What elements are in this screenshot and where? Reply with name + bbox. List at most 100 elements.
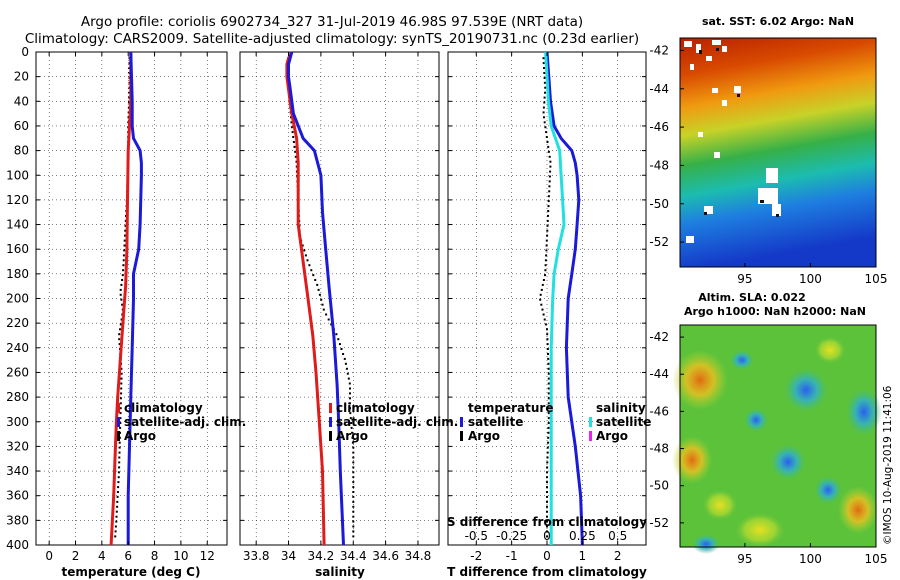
depth-tick-label: 300: [6, 415, 29, 429]
temperature-argo-point: [120, 392, 123, 395]
salinity-axis-ticks: 33.8 34 34.2 34.4 34.6 34.8: [240, 51, 439, 563]
legend-temp-argo-label: Argo: [468, 429, 500, 443]
salinity-argo-point: [352, 500, 355, 503]
temperature-argo-point: [123, 244, 126, 247]
salinity-argo-point: [317, 288, 320, 291]
difference-argo-point: [546, 535, 548, 538]
figure-title-line2: Climatology: CARS2009. Satellite-adjuste…: [25, 31, 639, 47]
mask-patch: [699, 50, 702, 54]
sst-map-frame: [679, 37, 877, 268]
salinity-argo-point: [303, 249, 306, 252]
sla-eddies: [672, 336, 882, 554]
salinity-argo-point: [314, 279, 317, 281]
difference-grid: [448, 51, 646, 546]
difference-argo-point: [546, 515, 548, 518]
temperature-argo-point: [118, 456, 121, 459]
salinity-argo-point: [349, 392, 351, 395]
salinity-argo-point: [327, 318, 330, 321]
sla-map-lat-label: -50: [649, 479, 669, 493]
difference-argo-point: [545, 249, 548, 252]
temperature-climatology-line: [109, 52, 133, 546]
temperature-panel: 0204060801001201401601802002202402602803…: [6, 45, 246, 579]
temperature-legend: climatology satellite-adj. clim. Argo: [117, 401, 246, 443]
difference-argo-point: [546, 495, 548, 498]
temperature-argo-point: [114, 525, 117, 528]
temperature-xtick-label: 0: [45, 549, 53, 563]
difference-argo-point: [548, 190, 551, 193]
temperature-argo-point: [121, 274, 124, 277]
temperature-argo-point: [118, 466, 121, 469]
salinity-argo-point: [338, 343, 341, 346]
temperature-argo-point: [120, 372, 123, 375]
salinity-argo-point: [290, 121, 293, 124]
temperature-argo-point: [117, 476, 120, 479]
difference-argo-point: [547, 402, 550, 405]
sla-map-lat-label: -44: [649, 367, 669, 381]
mask-patch: [704, 212, 707, 215]
cloud-patch: [706, 56, 712, 61]
depth-tick-label: 220: [6, 316, 29, 330]
salinity-argo-point: [352, 481, 355, 484]
difference-argo-point: [545, 136, 548, 138]
depth-tick-label: 320: [6, 439, 29, 453]
salinity-argo-point: [322, 308, 325, 311]
temperature-argo-point: [115, 515, 118, 518]
salinity-xtick-label: 34: [281, 549, 296, 563]
legend-argo-marker: [117, 431, 120, 441]
difference-argo-point: [546, 500, 548, 503]
legend-temp-satellite-label: satellite: [468, 415, 523, 429]
difference-argo-point: [547, 367, 550, 370]
salinity-argo-point: [349, 387, 351, 390]
salinity-argo-point: [292, 136, 295, 138]
sst-map-lon-label: 100: [799, 272, 822, 286]
cloud-patch: [696, 44, 701, 53]
salinity-climatology-line: [285, 51, 326, 546]
difference-argo-point: [547, 392, 550, 395]
salinity-argo-point: [349, 402, 351, 405]
difference-argo-point: [540, 303, 543, 306]
difference-argo-point: [546, 525, 548, 528]
difference-argo-point: [542, 313, 545, 316]
salinity-argo-point: [301, 244, 304, 247]
temperature-argo-point: [121, 303, 124, 306]
temperature-argo-point: [119, 426, 122, 429]
salinity-argo-point: [306, 259, 309, 262]
cloud-patch: [772, 204, 781, 216]
difference-argo-point: [547, 407, 550, 410]
eddy-cold: [770, 444, 806, 480]
difference-argo-point: [547, 145, 550, 148]
difference-legend: temperature satellite Argo salinity sate…: [460, 401, 651, 443]
temperature-argo-point: [115, 520, 118, 523]
depth-tick-label: 340: [6, 464, 29, 478]
cloud-patch: [698, 132, 703, 137]
temperature-argo-point: [116, 491, 119, 493]
salinity-xtick-label: 34.8: [405, 549, 432, 563]
temperature-argo-point: [118, 446, 121, 449]
salinity-argo-point: [352, 451, 355, 454]
difference-argo-point: [547, 436, 550, 439]
sst-map-lat-label: -52: [649, 235, 669, 249]
sst-cloud-mask: [684, 40, 781, 243]
sst-land-mask: [699, 48, 779, 217]
legend-satellite-marker: [117, 417, 120, 427]
salinity-argo-point: [352, 466, 355, 469]
temperature-argo-point: [116, 505, 119, 508]
eddy-warm: [734, 512, 786, 548]
difference-argo-point: [543, 76, 546, 79]
depth-tick-label: 260: [6, 365, 29, 379]
difference-argo-point: [547, 362, 550, 365]
salinity-argo-point: [352, 495, 355, 498]
legend-climatology-label: climatology: [124, 401, 203, 415]
difference-argo-point: [544, 274, 546, 277]
salinity-argo-point: [290, 126, 293, 129]
difference-argo-point: [548, 175, 551, 178]
temperature-argo-point: [119, 323, 122, 326]
difference-argo-point: [546, 476, 548, 479]
salinity-xlabel: salinity: [315, 565, 365, 579]
temperature-argo-point: [119, 422, 122, 424]
eddy-cold: [744, 408, 768, 432]
difference-argo-point: [546, 471, 548, 474]
difference-argo-point: [546, 446, 549, 449]
difference-argo-point: [544, 269, 547, 272]
salinity-argo-point: [352, 530, 355, 533]
